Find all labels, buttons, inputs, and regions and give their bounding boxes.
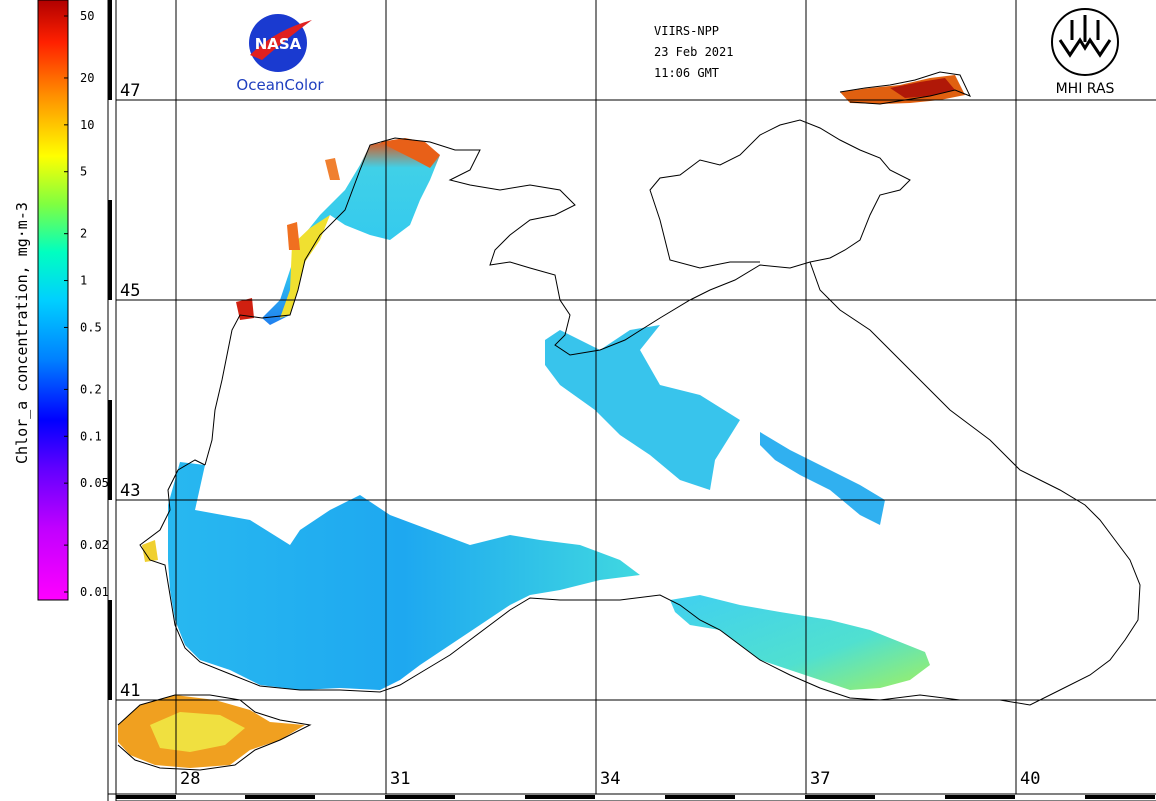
colorbar-tick-label: 5 <box>80 165 87 179</box>
lat-label-47: 47 <box>120 81 140 101</box>
colorbar-tick-label: 2 <box>80 227 87 241</box>
lon-label-31: 31 <box>390 769 410 789</box>
mhi-logo: MHI RAS <box>1051 8 1119 97</box>
lat-label-45: 45 <box>120 281 140 301</box>
colorbar-tick-label: 0.1 <box>80 429 102 443</box>
lat-label-41: 41 <box>120 681 140 701</box>
azov-dark <box>890 78 955 98</box>
colorbar-tick-label: 50 <box>80 9 94 23</box>
colorbar-tick-label: 0.2 <box>80 382 102 396</box>
mhi-emblem-waves <box>1058 37 1112 58</box>
northwest-shelf-high <box>380 138 440 168</box>
nasa-swoosh-icon <box>250 20 312 60</box>
time-label: 11:06 GMT <box>654 66 719 80</box>
mhi-emblem-bars <box>1070 15 1100 42</box>
colorbar-tick-label: 0.02 <box>80 538 109 552</box>
eastern-patch-data <box>760 432 885 525</box>
colorbar-tick-label: 0.01 <box>80 585 109 599</box>
coastline <box>117 71 1141 771</box>
northwest-shelf-data <box>262 140 440 325</box>
colorbar: Chlor_a concentration, mg·m-3 50 20 10 5 2 1 0… <box>13 0 109 601</box>
longitude-labels: 28 31 34 37 40 <box>180 769 1040 789</box>
western-basin-data <box>168 462 640 690</box>
lon-label-40: 40 <box>1020 769 1040 789</box>
colorbar-tick-label: 0.05 <box>80 476 109 490</box>
coast-red-spot-3 <box>325 158 340 180</box>
nasa-wordmark: NASA <box>255 35 302 53</box>
graticule <box>116 0 1156 794</box>
lat-label-43: 43 <box>120 481 140 501</box>
western-coast-high <box>280 215 330 318</box>
latitude-labels: 47 45 43 41 <box>120 81 140 701</box>
colorbar-title: Chlor_a concentration, mg·m-3 <box>13 202 31 464</box>
mhi-ras-text: MHI RAS <box>1056 81 1115 97</box>
coast-red-spot-2 <box>287 222 300 250</box>
central-patch-data <box>545 325 740 490</box>
colorbar-ticks: 50 20 10 5 2 1 0.5 0.2 0.1 0.05 0.02 0.01 <box>64 9 109 599</box>
colorbar-gradient <box>37 0 69 601</box>
lon-label-28: 28 <box>180 769 200 789</box>
nasa-logo: NASA OceanColor <box>236 14 324 94</box>
southern-strip-data <box>670 595 930 690</box>
date-label: 23 Feb 2021 <box>654 45 733 59</box>
left-frame <box>107 0 1156 801</box>
lon-label-37: 37 <box>810 769 830 789</box>
marmara-center <box>150 712 245 752</box>
colorbar-tick-label: 10 <box>80 118 94 132</box>
oceancolor-text: OceanColor <box>236 76 324 94</box>
colorbar-tick-label: 0.5 <box>80 320 102 334</box>
colorbar-tick-label: 20 <box>80 71 94 85</box>
lon-label-34: 34 <box>600 769 620 789</box>
coast-red-spot-1 <box>236 298 254 320</box>
coast-yellow-spot <box>142 540 158 562</box>
chlorophyll-data <box>118 75 965 768</box>
acquisition-info: VIIRS-NPP 23 Feb 2021 11:06 GMT <box>654 24 733 80</box>
colorbar-tick-label: 1 <box>80 274 87 288</box>
sensor-label: VIIRS-NPP <box>654 24 719 38</box>
